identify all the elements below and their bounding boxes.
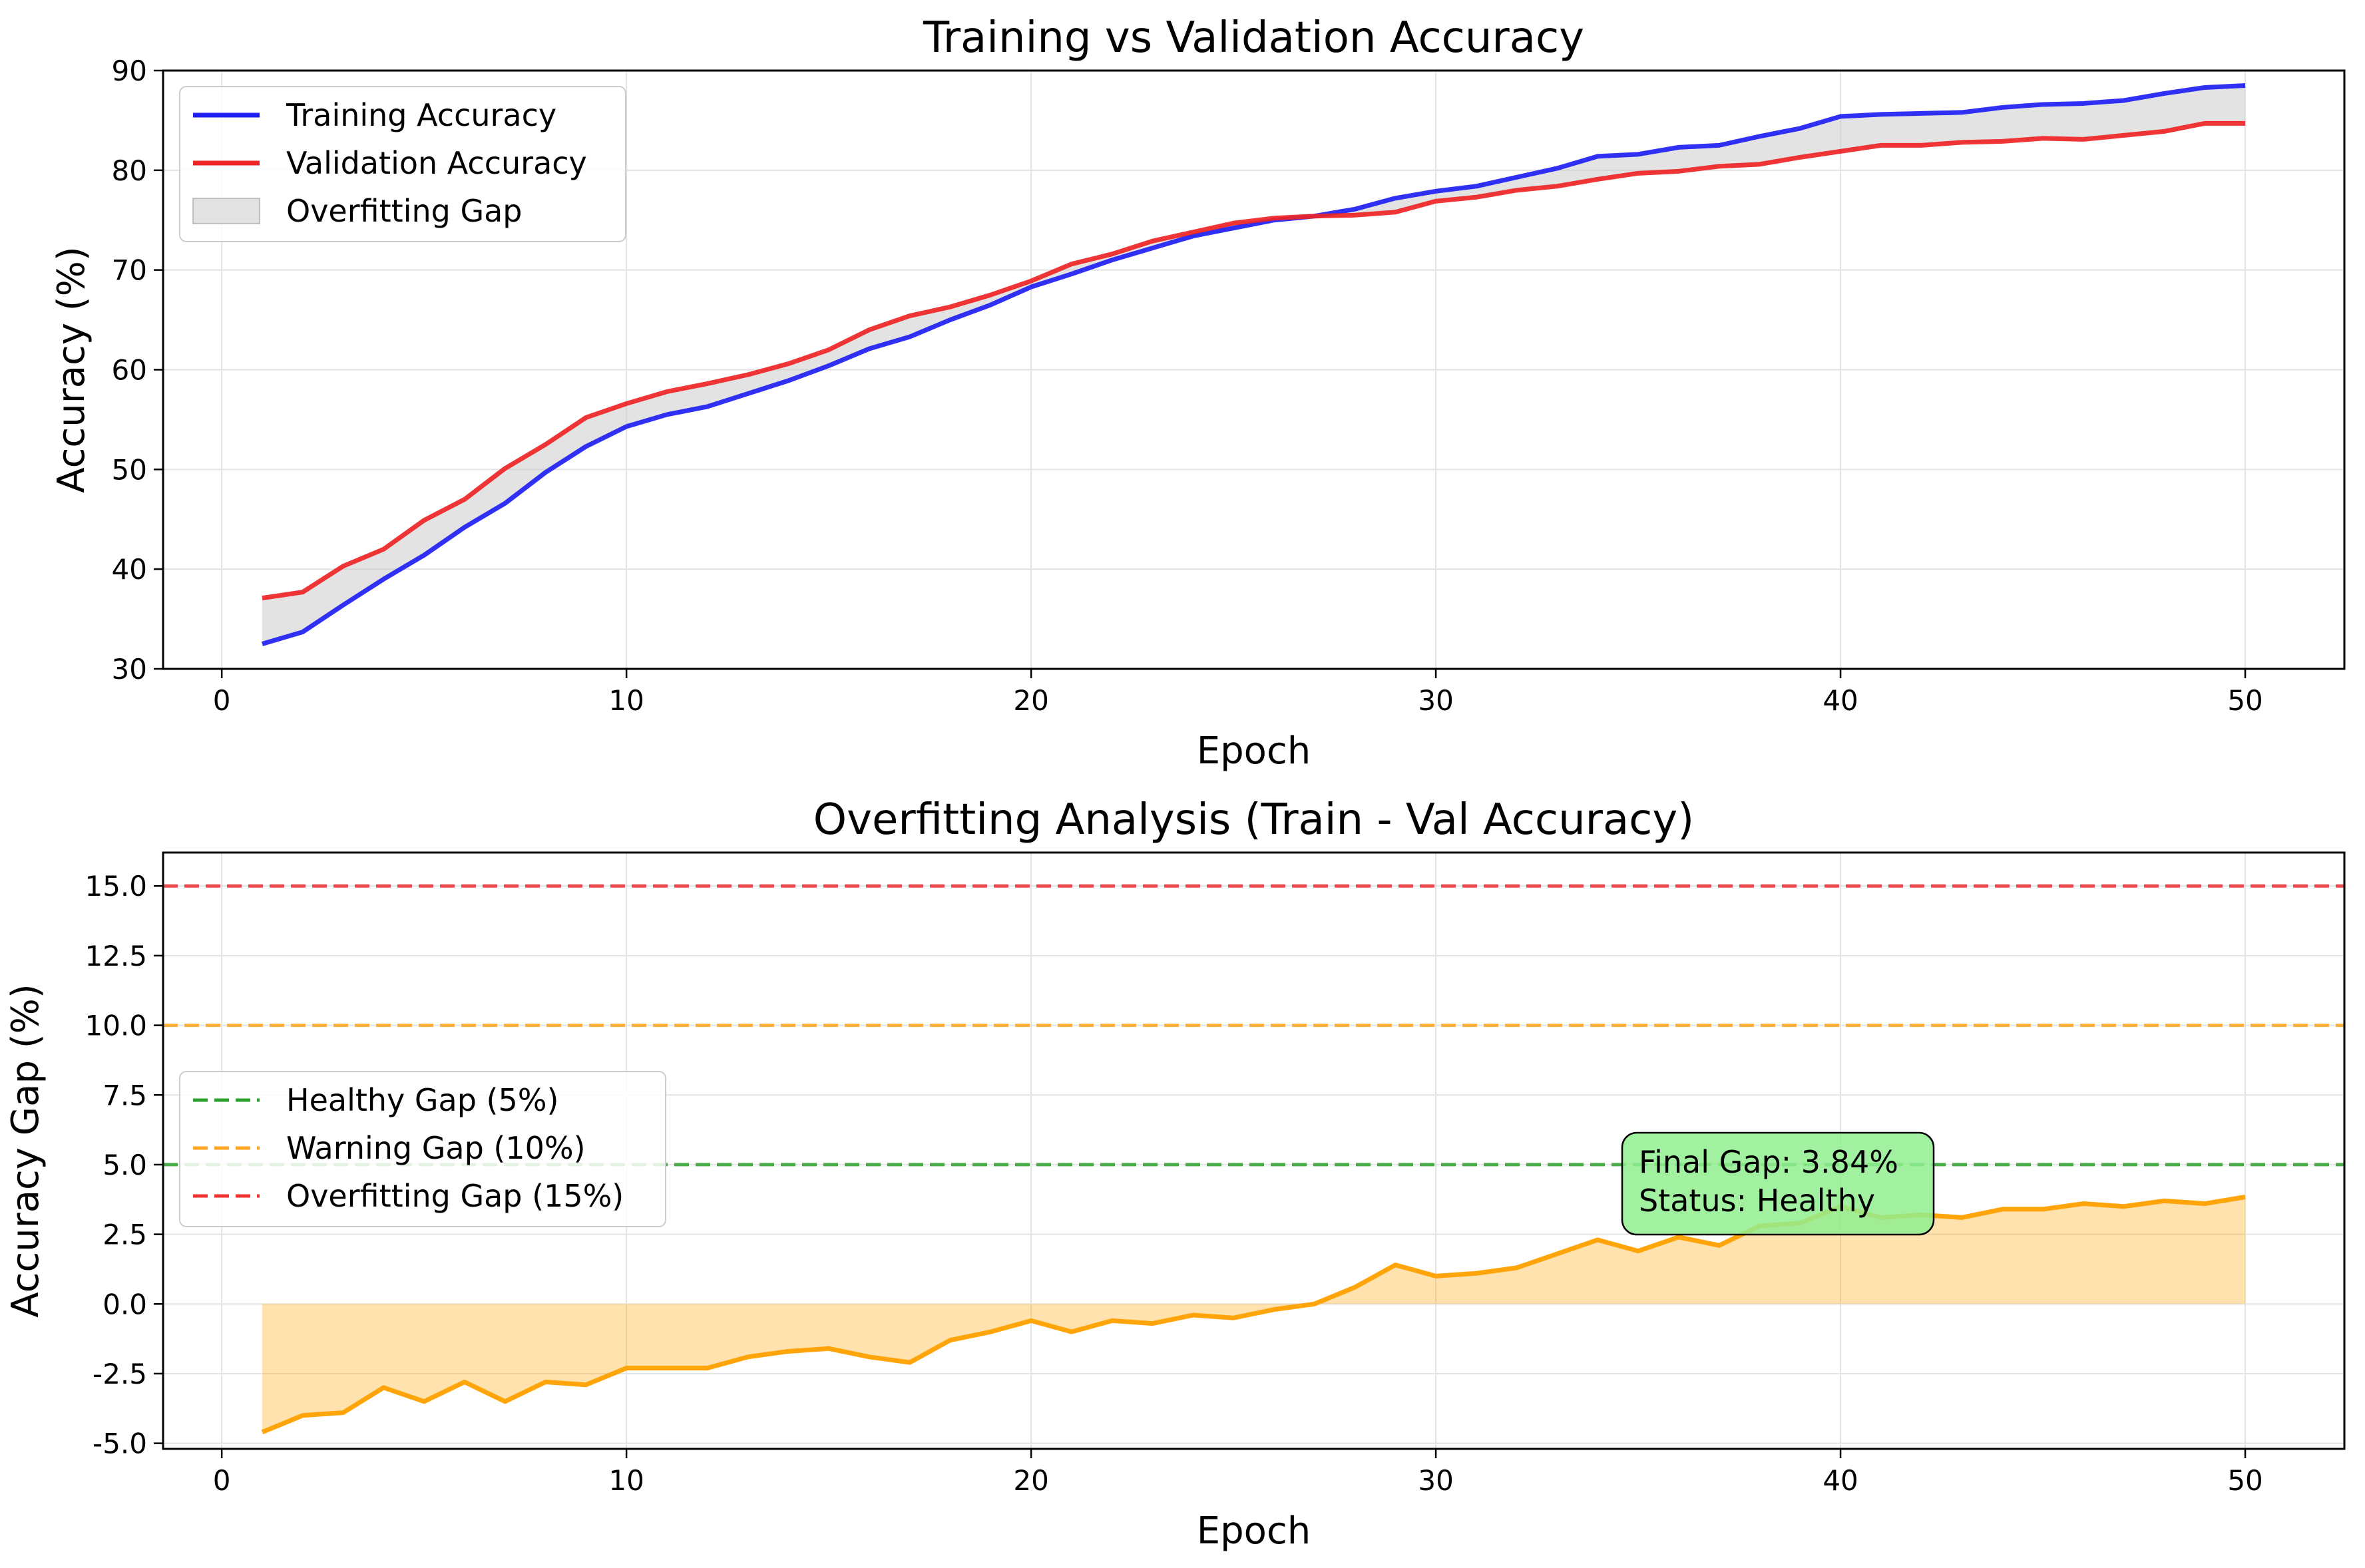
y-tick-label: 70 bbox=[112, 254, 147, 287]
legend: Healthy Gap (5%) Warning Gap (10%) Overf… bbox=[179, 1071, 666, 1227]
training-accuracy-line bbox=[261, 83, 2246, 646]
y-tick-label: 60 bbox=[112, 354, 147, 387]
x-tick-label: 10 bbox=[608, 684, 644, 717]
y-tick-label: 12.5 bbox=[85, 940, 147, 972]
y-tick-label: 50 bbox=[112, 453, 147, 486]
legend-swatch-gap bbox=[192, 198, 260, 224]
x-ticks: 0 10 20 30 40 50 bbox=[213, 669, 2263, 717]
x-ticks: 0 10 20 30 40 50 bbox=[213, 1449, 2263, 1497]
y-axis-label: Accuracy Gap (%) bbox=[4, 984, 47, 1317]
validation-accuracy-line bbox=[262, 120, 2246, 601]
gap-area bbox=[262, 1197, 2246, 1432]
x-axis-label: Epoch bbox=[1197, 1509, 1311, 1553]
x-tick-label: 50 bbox=[2227, 684, 2262, 717]
legend-label-warning: Warning Gap (10%) bbox=[286, 1130, 586, 1166]
legend-label-gap: Overfitting Gap bbox=[286, 193, 522, 229]
y-tick-label: 90 bbox=[112, 55, 147, 87]
legend-label-healthy: Healthy Gap (5%) bbox=[286, 1082, 558, 1118]
y-tick-label: 30 bbox=[112, 653, 147, 686]
y-tick-label: 40 bbox=[112, 553, 147, 586]
x-tick-label: 40 bbox=[1823, 684, 1858, 717]
legend-box bbox=[179, 1071, 666, 1227]
y-tick-label: 10.0 bbox=[85, 1010, 147, 1042]
annotation-final-gap: Final Gap: 3.84% bbox=[1639, 1144, 1898, 1180]
annotation-box bbox=[1621, 1131, 1935, 1236]
x-tick-label: 40 bbox=[1823, 1464, 1858, 1497]
y-tick-label: 7.5 bbox=[103, 1079, 147, 1111]
x-tick-label: 0 bbox=[213, 1464, 231, 1497]
chart-title: Overfitting Analysis (Train - Val Accura… bbox=[813, 795, 1694, 845]
plot-frame bbox=[162, 851, 2346, 1450]
x-tick-label: 30 bbox=[1418, 1464, 1453, 1497]
y-tick-label: -2.5 bbox=[93, 1358, 147, 1390]
legend: Training Accuracy Validation Accuracy Ov… bbox=[179, 86, 626, 242]
legend-label-validation: Validation Accuracy bbox=[286, 145, 587, 181]
accuracy-lines bbox=[261, 83, 2246, 646]
y-axis-label: Accuracy (%) bbox=[50, 246, 93, 492]
chart-title: Training vs Validation Accuracy bbox=[923, 13, 1584, 63]
y-tick-label: 2.5 bbox=[103, 1219, 147, 1251]
y-ticks: -5.0 -2.5 0.0 2.5 5.0 7.5 10.0 12.5 15.0 bbox=[85, 870, 163, 1460]
legend-box bbox=[179, 86, 626, 242]
y-tick-label: 15.0 bbox=[85, 870, 147, 902]
x-axis-label: Epoch bbox=[1197, 729, 1311, 773]
x-tick-label: 30 bbox=[1418, 684, 1453, 717]
annotation-status: Status: Healthy bbox=[1639, 1183, 1875, 1219]
x-tick-label: 20 bbox=[1013, 684, 1048, 717]
legend-label-overfitting: Overfitting Gap (15%) bbox=[286, 1178, 624, 1214]
final-gap-annotation: Final Gap: 3.84% Status: Healthy bbox=[1621, 1131, 1935, 1236]
gap-chart: 0 10 20 30 40 50 -5.0 -2.5 0.0 2.5 5.0 7.5 10.0 12.5… bbox=[4, 795, 2346, 1553]
x-tick-label: 50 bbox=[2227, 1464, 2262, 1497]
accuracy-chart: 0 10 20 30 40 50 30 40 50 60 70 80 90 Training vs V… bbox=[50, 13, 2346, 773]
gap-area-fill bbox=[262, 1197, 2246, 1432]
x-tick-label: 20 bbox=[1013, 1464, 1048, 1497]
y-ticks: 30 40 50 60 70 80 90 bbox=[112, 55, 163, 686]
y-tick-label: -5.0 bbox=[93, 1428, 147, 1460]
y-tick-label: 0.0 bbox=[103, 1288, 147, 1320]
x-tick-label: 0 bbox=[213, 684, 231, 717]
y-tick-label: 80 bbox=[112, 154, 147, 187]
y-tick-label: 5.0 bbox=[103, 1149, 147, 1181]
legend-label-training: Training Accuracy bbox=[286, 97, 556, 133]
x-tick-label: 10 bbox=[608, 1464, 644, 1497]
